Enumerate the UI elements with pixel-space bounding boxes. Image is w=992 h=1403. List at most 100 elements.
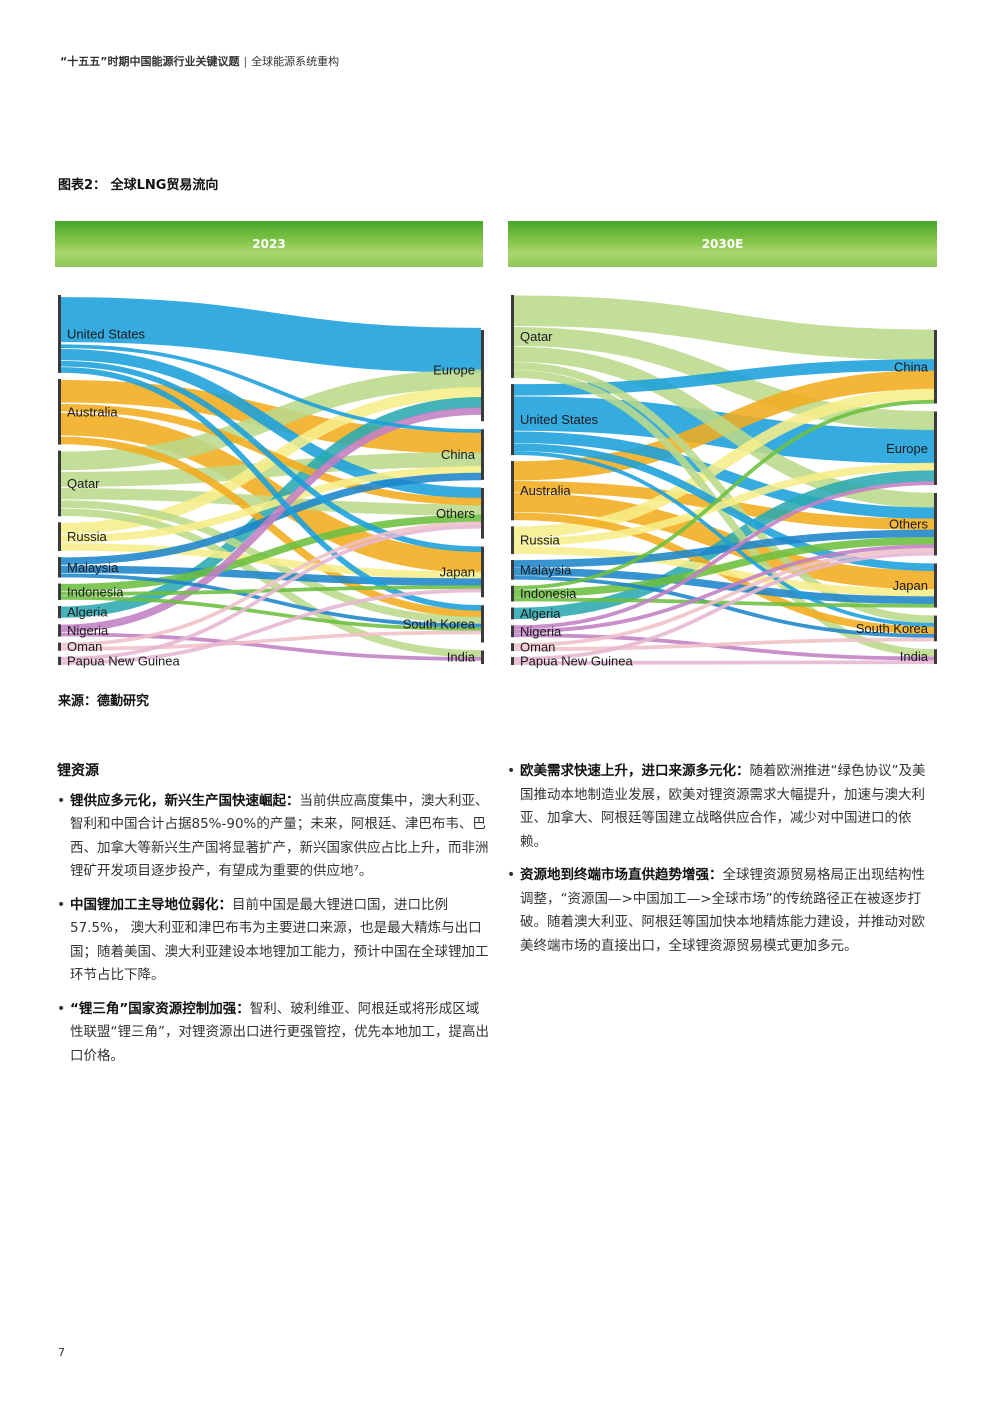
target-node-india	[934, 649, 937, 664]
source-label-qatar: Qatar	[67, 476, 100, 491]
source-node-oman	[58, 642, 61, 651]
text-column-right: 欧美需求快速上升，进口来源多元化：随着欧洲推进“绿色协议”及美国推动本地制造业发…	[507, 760, 937, 968]
bullet-body: 智利、玻利维亚、阿根廷或将形成区域性联盟“锂三角”，对锂资源出口进行更强管控，优…	[70, 1000, 489, 1064]
target-node-japan	[481, 546, 484, 598]
bullet-item: 欧美需求快速上升，进口来源多元化：随着欧洲推进“绿色协议”及美国推动本地制造业发…	[507, 760, 937, 854]
sankey-link-nigeria-to-others	[513, 544, 935, 634]
bullet-body: 随着欧洲推进“绿色协议”及美国推动本地制造业发展，欧美对锂资源需求大幅提升，加速…	[520, 763, 926, 850]
sankey-link-malaysia-to-south-korea	[60, 573, 482, 628]
sankey-chart-2030e: Qatar United States Australia Russia Malaysi…	[511, 295, 937, 669]
bullet-lead: 中国锂加工主导地位弱化：	[70, 896, 232, 913]
target-label-south-korea: South Korea	[856, 621, 929, 636]
bullet-body: 全球锂资源贸易格局正出现结构性调整，“资源国—>中国加工—>全球市场”的传统路径…	[520, 867, 925, 954]
panel-title-2023: 2023	[252, 237, 286, 251]
source-label-russia: Russia	[520, 533, 561, 548]
target-node-japan	[934, 563, 937, 608]
sankey-link-indonesia-to-others	[513, 536, 935, 598]
text-column-left: 锂资源 锂供应多元化，新兴生产国快速崛起：当前供应高度集中，澳大利亚、智利和中国…	[57, 760, 489, 1078]
bullet-item: 资源地到终端市场直供趋势增强：全球锂资源贸易格局正出现结构性调整，“资源国—>中…	[507, 864, 937, 958]
bullet-body: 目前中国是最大锂进口国，进口比例57.5%， 澳大利亚和津巴布韦为主要进口来源，…	[70, 896, 489, 984]
sankey-link-russia-to-europe	[513, 462, 935, 546]
source-node-papua-new-guinea	[511, 657, 514, 665]
source-label-indonesia: Indonesia	[520, 586, 577, 601]
target-node-china	[934, 330, 937, 404]
source-label-oman: Oman	[67, 639, 102, 654]
bullet-lead: “锂三角”国家资源控制加强：	[70, 1000, 250, 1017]
sankey-link-malaysia-to-japan	[513, 567, 935, 605]
sankey-link-oman-to-south-korea	[60, 630, 482, 651]
source-label-papua-new-guinea: Papua New Guinea	[67, 653, 181, 668]
sankey-link-qatar-to-china	[60, 452, 482, 487]
target-label-japan: Japan	[440, 564, 475, 579]
source-label-algeria: Algeria	[67, 605, 108, 620]
sankey-link-malaysia-to-others	[513, 529, 935, 568]
source-node-united-states	[511, 383, 514, 456]
source-label-nigeria: Nigeria	[67, 623, 109, 638]
sankey-link-malaysia-to-japan	[60, 565, 482, 586]
sankey-link-russia-to-china	[60, 466, 482, 543]
source-node-australia	[511, 461, 514, 521]
sankey-link-united-states-to-japan	[60, 360, 482, 552]
section-heading: 锂资源	[57, 763, 99, 779]
source-node-papua-new-guinea	[58, 656, 61, 665]
source-node-russia	[511, 526, 514, 554]
sankey-link-nigeria-to-europe	[60, 407, 482, 633]
sankey-link-qatar-to-india	[513, 370, 935, 657]
source-node-algeria	[511, 607, 514, 620]
panel-header-2030e: 2030E	[508, 221, 937, 267]
sankey-link-indonesia-to-south-korea	[60, 596, 482, 631]
sankey-link-papua-new-guinea-to-japan	[60, 588, 482, 665]
source-node-russia	[58, 522, 61, 552]
source-node-nigeria	[511, 625, 514, 638]
source-label-oman: Oman	[520, 640, 555, 655]
sankey-link-qatar-to-china	[513, 295, 935, 360]
sankey-link-indonesia-to-japan	[513, 597, 935, 608]
target-label-china: China	[894, 359, 929, 374]
target-node-south-korea	[934, 615, 937, 642]
sankey-link-australia-to-south-korea	[60, 436, 482, 618]
source-node-malaysia	[511, 559, 514, 580]
source-label-australia: Australia	[520, 483, 571, 498]
panel-header-2023: 2023	[55, 221, 483, 267]
sankey-link-oman-to-south-korea	[513, 637, 935, 652]
sankey-link-nigeria-to-europe	[513, 481, 935, 630]
source-label-malaysia: Malaysia	[520, 562, 572, 577]
sankey-link-indonesia-to-others	[60, 514, 482, 592]
sankey-links	[513, 295, 935, 665]
target-node-europe	[934, 411, 937, 485]
target-label-europe: Europe	[433, 363, 475, 378]
source-node-australia	[58, 378, 61, 445]
target-label-india: India	[900, 649, 929, 664]
target-label-south-korea: South Korea	[403, 616, 476, 631]
sankey-link-united-states-to-china	[60, 344, 482, 433]
source-node-indonesia	[511, 585, 514, 602]
source-node-indonesia	[58, 583, 61, 600]
sankey-chart-2023: United States Australia Qatar Russia Malaysi…	[58, 295, 484, 668]
source-label-qatar: Qatar	[520, 329, 553, 344]
sankey-link-united-states-to-others	[60, 348, 482, 499]
target-label-others: Others	[889, 517, 929, 532]
source-node-algeria	[58, 605, 61, 619]
sankey-link-papua-new-guinea-to-others	[513, 551, 935, 661]
sankey-link-united-states-to-others	[513, 431, 935, 519]
bullet-lead: 资源地到终端市场直供趋势增强：	[520, 867, 723, 883]
source-label-malaysia: Malaysia	[67, 560, 119, 575]
bullet-lead: 锂供应多元化，新兴生产国快速崛起：	[70, 792, 300, 809]
sankey-link-united-states-to-south-korea	[513, 451, 935, 627]
source-node-malaysia	[58, 557, 61, 578]
sankey-links	[60, 297, 482, 665]
sankey-link-indonesia-to-china	[513, 399, 935, 590]
bullet-lead: 欧美需求快速上升，进口来源多元化：	[520, 763, 750, 779]
target-label-india: India	[447, 650, 476, 665]
page-header: “十五五”时期中国能源行业关键议题 | 全球能源系统重构	[60, 53, 339, 69]
target-node-europe	[481, 330, 484, 422]
header-separator: |	[243, 55, 248, 68]
sankey-link-oman-to-others	[513, 548, 935, 648]
bullet-item: 中国锂加工主导地位弱化：目前中国是最大锂进口国，进口比例57.5%， 澳大利亚和…	[57, 894, 489, 988]
source-label-nigeria: Nigeria	[520, 624, 562, 639]
panel-title-2030e: 2030E	[701, 237, 744, 251]
bullet-item: “锂三角”国家资源控制加强：智利、玻利维亚、阿根廷或将形成区域性联盟“锂三角”，…	[57, 998, 489, 1069]
header-subtitle: 全球能源系统重构	[251, 55, 340, 68]
bullet-item: 锂供应多元化，新兴生产国快速崛起：当前供应高度集中，澳大利亚、智利和中国合计占据…	[57, 790, 489, 884]
target-label-japan: Japan	[893, 578, 928, 593]
